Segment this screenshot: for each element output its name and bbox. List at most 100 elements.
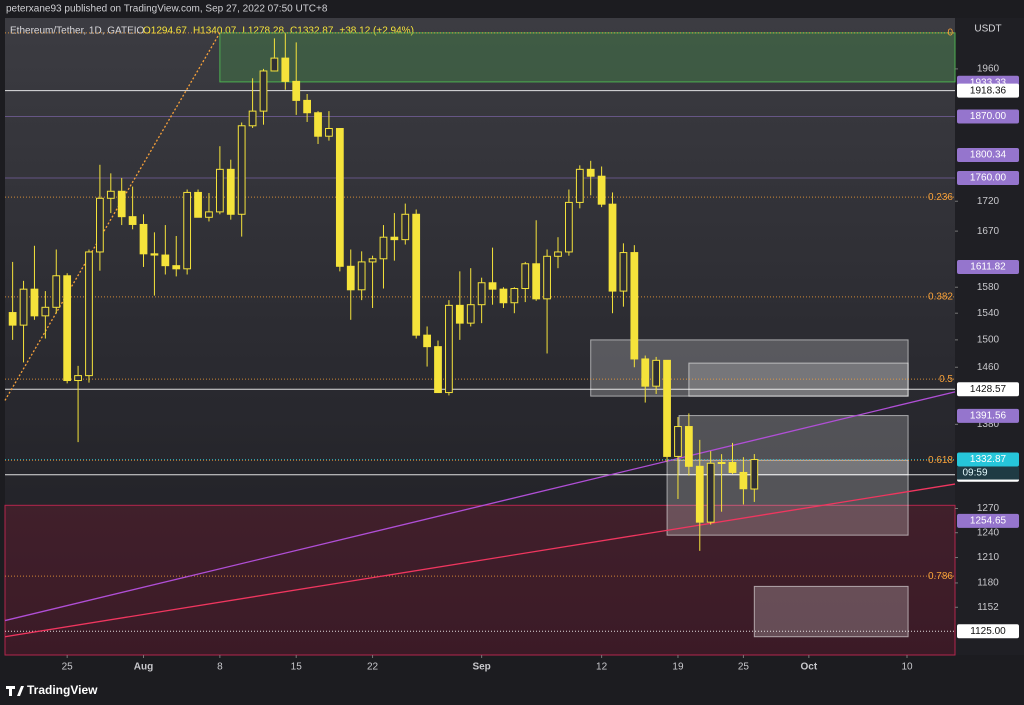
fib-label: 0.786 [928, 571, 953, 582]
candle-body [106, 190, 115, 199]
zone [753, 585, 909, 638]
fib-label: 0.382 [928, 292, 953, 303]
x-tick-label: 22 [367, 662, 379, 673]
candle-body [19, 288, 28, 326]
candle-body [205, 211, 213, 218]
candle-body [325, 128, 333, 137]
price-label: 1428.57 [970, 384, 1007, 395]
candle-body [510, 288, 519, 304]
price-label: 1125.00 [970, 626, 1006, 637]
y-tick-label: 1540 [977, 308, 1000, 319]
y-tick-label: 1580 [977, 282, 1000, 293]
byline: peterxane93 published on TradingView.com… [6, 4, 328, 15]
candle-body [357, 261, 366, 291]
candle-body [85, 251, 93, 377]
ohlc-value: L1278.28 [242, 26, 284, 37]
countdown: 09:59 [962, 468, 987, 479]
candle-body [215, 168, 224, 213]
candle-body [728, 461, 737, 473]
x-tick-label: 19 [672, 662, 684, 673]
candle-body [335, 128, 344, 267]
x-tick-label: 25 [738, 662, 750, 673]
candle-body [41, 306, 50, 317]
candle-body [379, 236, 388, 260]
candle-body [237, 125, 246, 215]
y-tick-label: 1380 [977, 419, 1000, 430]
candle-body [303, 99, 312, 114]
candle-body [455, 304, 464, 324]
plot-background [5, 18, 955, 655]
candle-body [401, 213, 410, 241]
fib-label: 0 [947, 27, 953, 38]
candle-body [63, 275, 72, 382]
y-tick-label: 1240 [977, 527, 1000, 538]
candle-body [314, 112, 322, 137]
zone [678, 415, 909, 476]
candle-body [619, 252, 628, 292]
trend-line [4, 32, 221, 401]
candle-body [641, 358, 650, 387]
candle-body [259, 70, 268, 112]
price-label-box [957, 83, 1019, 98]
fib-label: 0.5 [939, 374, 953, 385]
x-tick-label: 25 [62, 662, 74, 673]
price-label: 1391.56 [970, 411, 1007, 422]
price-label-box [957, 624, 1019, 639]
candle-body [172, 265, 181, 270]
candle-body [226, 168, 235, 215]
x-tick-label: 12 [596, 662, 608, 673]
candle-body [608, 203, 617, 292]
price-label-box [957, 260, 1019, 275]
candle-body [346, 265, 355, 291]
candle-body [575, 168, 584, 203]
price-label-box [957, 147, 1019, 162]
symbol: Ethereum/Tether, 1D, GATEIO [10, 26, 145, 37]
candle-body [565, 201, 573, 253]
y-tick-label: 1500 [977, 335, 1000, 346]
price-label: 1332.87 [970, 454, 1007, 465]
candle-body [150, 253, 159, 256]
brand-logo [6, 686, 24, 696]
candle-body [183, 191, 192, 270]
ohlc-value: C1332.87 [290, 26, 334, 37]
candle-body [445, 304, 453, 394]
y-tick-label: 1152 [977, 602, 999, 613]
candle-body [521, 263, 530, 290]
candle-body [663, 359, 671, 457]
candle-body [586, 168, 595, 177]
candle-body [434, 346, 442, 394]
candle-body [652, 359, 661, 387]
candle-body [194, 191, 202, 218]
countdown-box [957, 466, 1019, 480]
price-axis [955, 18, 1024, 655]
candle-body [423, 334, 431, 348]
price-label: 1933.33 [970, 77, 1007, 88]
brand: TradingView [27, 683, 98, 697]
candle-body [750, 459, 759, 490]
price-label-box [957, 109, 1019, 124]
fib-label: 0.236 [928, 192, 953, 203]
x-tick-label: Oct [801, 662, 818, 673]
candle-body [554, 251, 562, 257]
price-label: 1611.82 [970, 262, 1006, 273]
x-tick-label: Sep [472, 662, 490, 673]
price-label: 1870.00 [970, 111, 1007, 122]
candle-body [466, 304, 475, 324]
trend-line [4, 483, 956, 638]
y-tick-label: 1210 [977, 552, 1000, 563]
candle-body [706, 462, 715, 523]
price-label: 1760.00 [970, 173, 1007, 184]
candle-body [717, 461, 726, 464]
candle-body [597, 175, 606, 205]
y-tick-label: 1720 [977, 196, 1000, 207]
candle-body [499, 288, 508, 304]
candle-body [30, 288, 39, 317]
x-tick-label: 10 [901, 662, 913, 673]
candle-body [532, 263, 541, 300]
candle-body [674, 426, 682, 457]
candle-body [739, 471, 748, 490]
price-label-box [957, 382, 1019, 397]
candle-body [161, 254, 170, 267]
zone [219, 32, 956, 83]
